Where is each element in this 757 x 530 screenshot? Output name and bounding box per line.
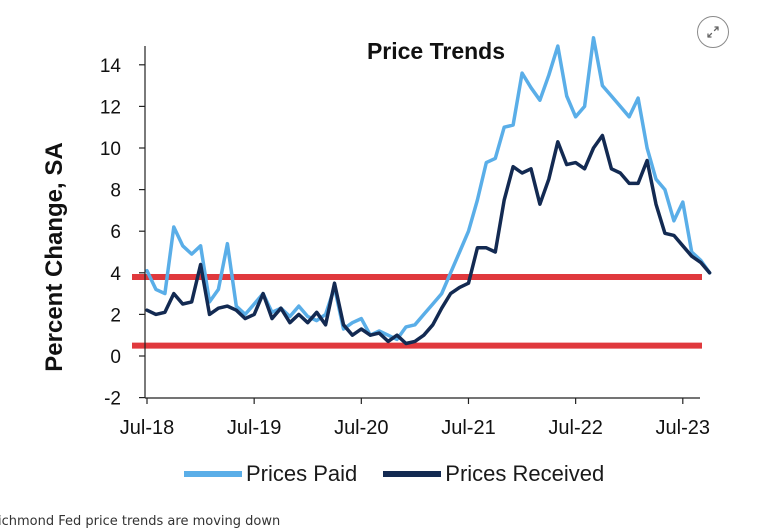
y-tick-label: -2	[104, 389, 121, 410]
series-line-prices-received	[145, 133, 712, 346]
chart-title: Price Trends	[367, 38, 505, 64]
x-tick-label: Jul-23	[656, 417, 710, 439]
legend: Prices Paid Prices Received	[184, 461, 630, 487]
legend-label-prices-paid: Prices Paid	[246, 461, 358, 486]
x-tick-label: Jul-19	[227, 417, 281, 439]
y-tick-label: 2	[110, 305, 121, 326]
series-lines	[145, 36, 712, 346]
expand-button[interactable]	[697, 16, 729, 48]
y-tick-label: 6	[110, 222, 121, 243]
legend-label-prices-received: Prices Received	[445, 461, 605, 486]
y-tick-label: 12	[100, 97, 121, 118]
y-tick-label: 10	[100, 139, 121, 160]
x-tick-label: Jul-20	[334, 417, 388, 439]
y-tick-label: 0	[110, 347, 121, 368]
x-tick-label: Jul-22	[548, 417, 602, 439]
caption: ichmond Fed price trends are moving down	[0, 514, 281, 529]
reference-lines	[132, 273, 702, 349]
expand-arrows-icon	[707, 26, 719, 38]
y-axis-title: Percent Change, SA	[41, 142, 68, 371]
axes: -2 0 2 4 6 8 10 12 14 Jul-18 Jul-19 Jul-20 Jul-21 Jul…	[100, 46, 710, 439]
x-tick-label: Jul-18	[120, 417, 174, 439]
y-tick-label: 8	[110, 181, 121, 202]
legend-swatch-prices-received	[383, 471, 442, 477]
legend-item-prices-paid: Prices Paid	[184, 461, 357, 487]
y-tick-label: 14	[100, 56, 122, 77]
legend-item-prices-received: Prices Received	[383, 461, 604, 487]
y-tick-label: 4	[110, 264, 121, 285]
legend-swatch-prices-paid	[184, 471, 242, 477]
x-tick-label: Jul-21	[441, 417, 495, 439]
series-line-prices-paid	[145, 36, 712, 342]
